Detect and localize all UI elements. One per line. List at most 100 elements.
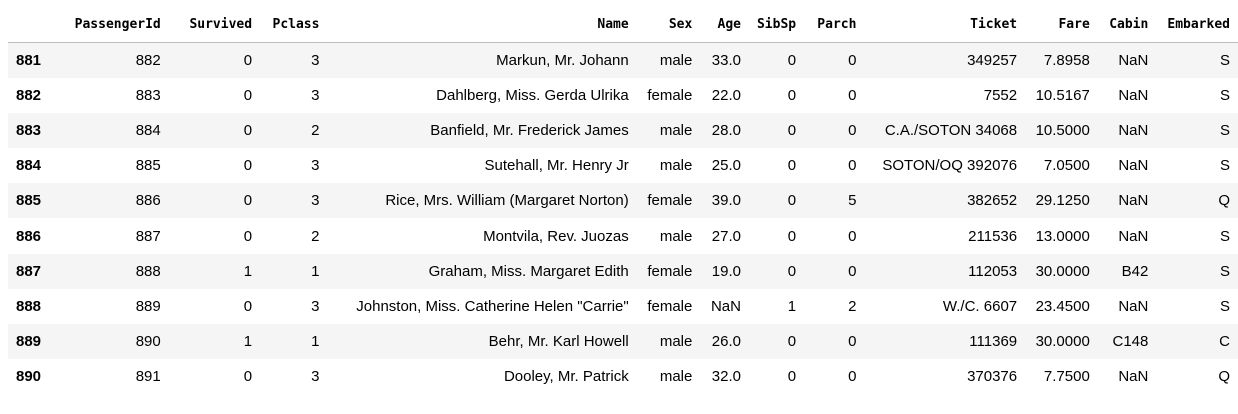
table-row: 887 888 1 1 Graham, Miss. Margaret Edith fema… <box>8 253 1238 289</box>
cell-passengerid: 891 <box>135 368 161 386</box>
cell-ticket: 112053 <box>968 262 1018 280</box>
cell-fare: 10.5167 <box>1035 86 1090 104</box>
cell-pclass: 1 <box>311 333 320 351</box>
cell-parch: 0 <box>848 86 857 104</box>
cell-pclass: 2 <box>311 227 320 245</box>
cell-fare: 29.1250 <box>1035 192 1090 210</box>
cell-age: 39.0 <box>711 192 741 210</box>
cell-cabin: NaN <box>1118 227 1149 245</box>
table-row: 881 882 0 3 Markun, Mr. Johann male 33.0 0 0 3492… <box>8 42 1238 78</box>
cell-cabin: B42 <box>1121 262 1149 280</box>
cell-survived: 0 <box>243 86 253 104</box>
cell-ticket: 349257 <box>967 51 1018 69</box>
cell-sibsp: 0 <box>787 51 797 69</box>
cell-pclass: 3 <box>311 157 320 175</box>
cell-embarked: S <box>1219 297 1230 315</box>
header-row: PassengerId Survived Pclass Name Sex Age… <box>8 6 1238 43</box>
cell-fare: 7.8958 <box>1043 51 1090 69</box>
column-header-ticket: Ticket <box>864 6 1026 43</box>
column-header-parch: Parch <box>804 6 865 43</box>
cell-embarked: S <box>1219 121 1230 139</box>
column-header-name: Name <box>327 6 637 43</box>
column-header-fare: Fare <box>1025 6 1098 43</box>
table-row: 888 889 0 3 Johnston, Miss. Catherine Helen … <box>8 289 1238 324</box>
cell-fare: 30.0000 <box>1035 262 1090 280</box>
cell-survived: 1 <box>243 333 253 351</box>
cell-embarked: S <box>1219 86 1230 104</box>
cell-pclass: 3 <box>311 368 320 386</box>
cell-fare: 7.0500 <box>1043 157 1090 175</box>
row-index: 890 <box>16 368 42 386</box>
cell-cabin: NaN <box>1118 51 1149 69</box>
cell-sex: female <box>647 192 693 210</box>
cell-cabin: NaN <box>1118 86 1149 104</box>
cell-cabin: NaN <box>1118 297 1149 315</box>
cell-embarked: S <box>1219 51 1230 69</box>
column-header-pclass: Pclass <box>260 6 328 43</box>
row-index: 883 <box>16 121 42 139</box>
cell-cabin: NaN <box>1118 121 1149 139</box>
cell-embarked: Q <box>1218 368 1230 386</box>
dataframe-table: PassengerId Survived Pclass Name Sex Age… <box>8 6 1238 394</box>
cell-survived: 0 <box>243 297 253 315</box>
row-index: 888 <box>16 297 42 315</box>
cell-survived: 0 <box>243 157 253 175</box>
cell-embarked: S <box>1219 262 1230 280</box>
column-header-survived: Survived <box>168 6 261 43</box>
cell-parch: 0 <box>848 157 857 175</box>
cell-parch: 0 <box>848 368 857 386</box>
cell-sex: male <box>659 368 693 386</box>
table-header: PassengerId Survived Pclass Name Sex Age… <box>8 6 1238 43</box>
cell-age: 32.0 <box>711 368 741 386</box>
cell-passengerid: 886 <box>135 192 161 210</box>
cell-pclass: 3 <box>311 192 320 210</box>
cell-parch: 0 <box>848 51 857 69</box>
cell-sibsp: 0 <box>787 86 797 104</box>
cell-sex: male <box>659 51 693 69</box>
cell-sibsp: 0 <box>787 121 797 139</box>
row-index: 882 <box>16 86 42 104</box>
column-header-sex: Sex <box>636 6 701 43</box>
cell-cabin: NaN <box>1118 368 1149 386</box>
row-index: 886 <box>16 227 42 245</box>
row-index: 884 <box>16 157 42 175</box>
cell-name: Markun, Mr. Johann <box>496 51 629 69</box>
cell-survived: 0 <box>243 227 253 245</box>
cell-ticket: C.A./SOTON 34068 <box>884 121 1018 139</box>
cell-age: 25.0 <box>711 157 741 175</box>
table-body: 881 882 0 3 Markun, Mr. Johann male 33.0 0 0 3492… <box>8 42 1238 395</box>
cell-sibsp: 0 <box>787 157 797 175</box>
cell-ticket: 7552 <box>983 86 1018 104</box>
cell-age: NaN <box>710 297 741 315</box>
cell-sibsp: 0 <box>787 368 797 386</box>
cell-parch: 0 <box>848 333 857 351</box>
cell-sex: male <box>659 121 693 139</box>
cell-sex: male <box>659 227 693 245</box>
cell-pclass: 3 <box>311 86 320 104</box>
cell-name: Dooley, Mr. Patrick <box>503 368 629 386</box>
cell-ticket: W./C. 6607 <box>942 297 1018 315</box>
cell-survived: 0 <box>243 368 253 386</box>
cell-embarked: Q <box>1218 192 1230 210</box>
cell-fare: 7.7500 <box>1043 368 1090 386</box>
cell-survived: 1 <box>243 262 253 280</box>
cell-age: 27.0 <box>711 227 741 245</box>
cell-name: Banfield, Mr. Frederick James <box>430 121 629 139</box>
table-row: 889 890 1 1 Behr, Mr. Karl Howell male 26.0 0 0 1… <box>8 324 1238 360</box>
cell-sex: female <box>647 86 693 104</box>
cell-age: 33.0 <box>711 51 741 69</box>
cell-name: Dahlberg, Miss. Gerda Ulrika <box>436 86 629 104</box>
table-row: 885 886 0 3 Rice, Mrs. William (Margaret Nor… <box>8 183 1238 219</box>
cell-sibsp: 1 <box>787 297 797 315</box>
cell-name: Behr, Mr. Karl Howell <box>488 333 629 351</box>
cell-age: 19.0 <box>711 262 741 280</box>
cell-sibsp: 0 <box>787 333 797 351</box>
table-row: 890 891 0 3 Dooley, Mr. Patrick male 32.0 0 0 370… <box>8 359 1238 394</box>
cell-cabin: C148 <box>1112 333 1149 351</box>
cell-age: 22.0 <box>711 86 741 104</box>
row-index: 885 <box>16 192 42 210</box>
cell-passengerid: 882 <box>135 51 161 69</box>
cell-sex: female <box>647 297 693 315</box>
cell-embarked: C <box>1219 333 1230 351</box>
index-header <box>8 6 67 43</box>
